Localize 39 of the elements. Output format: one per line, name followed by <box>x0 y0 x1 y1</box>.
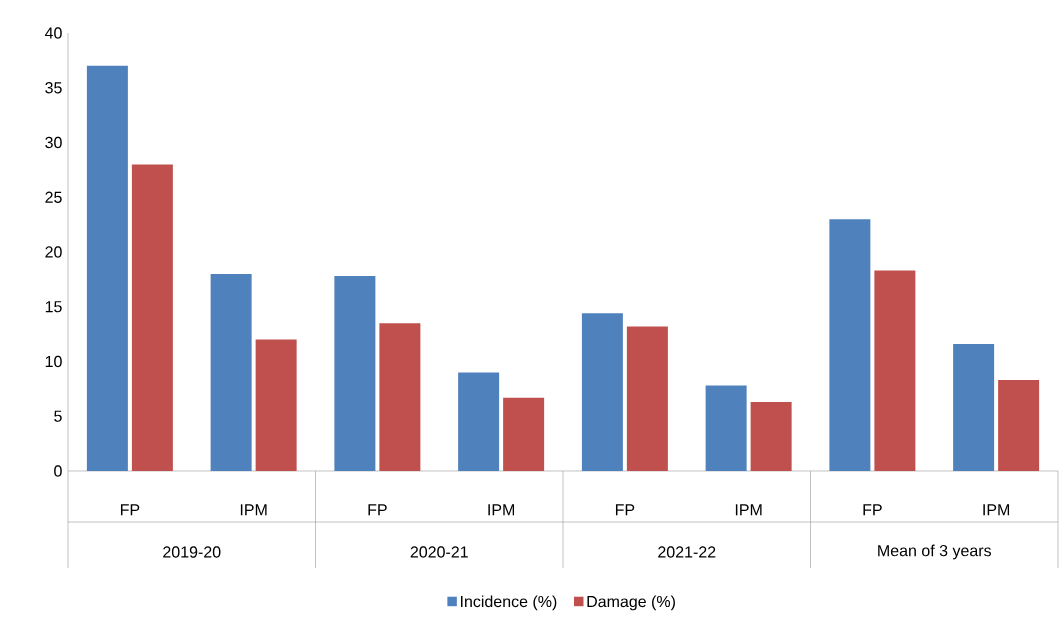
bar <box>626 326 668 471</box>
x-tick-label: IPM <box>983 504 1010 516</box>
y-tick-label: 25 <box>45 191 62 203</box>
y-tick-label: 30 <box>45 136 62 149</box>
y-tick-label: 35 <box>45 82 62 94</box>
y-tick-label: 40 <box>44 27 62 39</box>
x-tick-label: FP <box>120 504 140 516</box>
bar <box>581 313 623 471</box>
y-tick-label: 5 <box>54 410 62 422</box>
bar <box>829 219 871 471</box>
y-tick-label: 10 <box>45 355 62 368</box>
bar <box>750 402 792 471</box>
legend-label: Incidence (%) <box>461 595 557 611</box>
legend-label: Damage (%) <box>587 595 675 611</box>
bar <box>131 164 173 471</box>
text: 2020-21 <box>410 546 468 558</box>
bar <box>998 380 1040 471</box>
y-tick-label: 20 <box>45 246 62 258</box>
bar <box>503 397 545 471</box>
x-tick-label: FP <box>863 504 882 516</box>
bar <box>255 339 297 471</box>
x-tick-label: IPM <box>735 504 762 516</box>
y-tick-label: 15 <box>45 301 62 313</box>
bar <box>334 276 376 471</box>
x-tick-label: IPM <box>488 504 515 516</box>
bar <box>86 65 128 471</box>
bar <box>874 270 916 471</box>
text: 2021-22 <box>658 546 716 558</box>
x-tick-label: FP <box>615 504 635 516</box>
text: Mean of 3 years <box>878 544 992 560</box>
y-tick-label: 0 <box>54 465 62 477</box>
x-tick-label: IPM <box>240 504 267 516</box>
text: 2019-20 <box>163 546 221 558</box>
x-tick-label: FP <box>368 504 387 516</box>
bar <box>379 323 421 471</box>
bar <box>458 372 500 471</box>
bar <box>953 343 995 471</box>
bar <box>705 385 747 471</box>
bar <box>210 273 252 471</box>
